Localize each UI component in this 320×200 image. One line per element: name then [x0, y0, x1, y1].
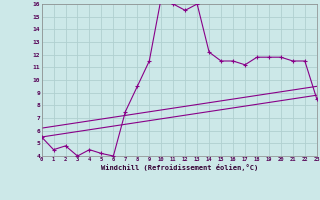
- X-axis label: Windchill (Refroidissement éolien,°C): Windchill (Refroidissement éolien,°C): [100, 164, 258, 171]
